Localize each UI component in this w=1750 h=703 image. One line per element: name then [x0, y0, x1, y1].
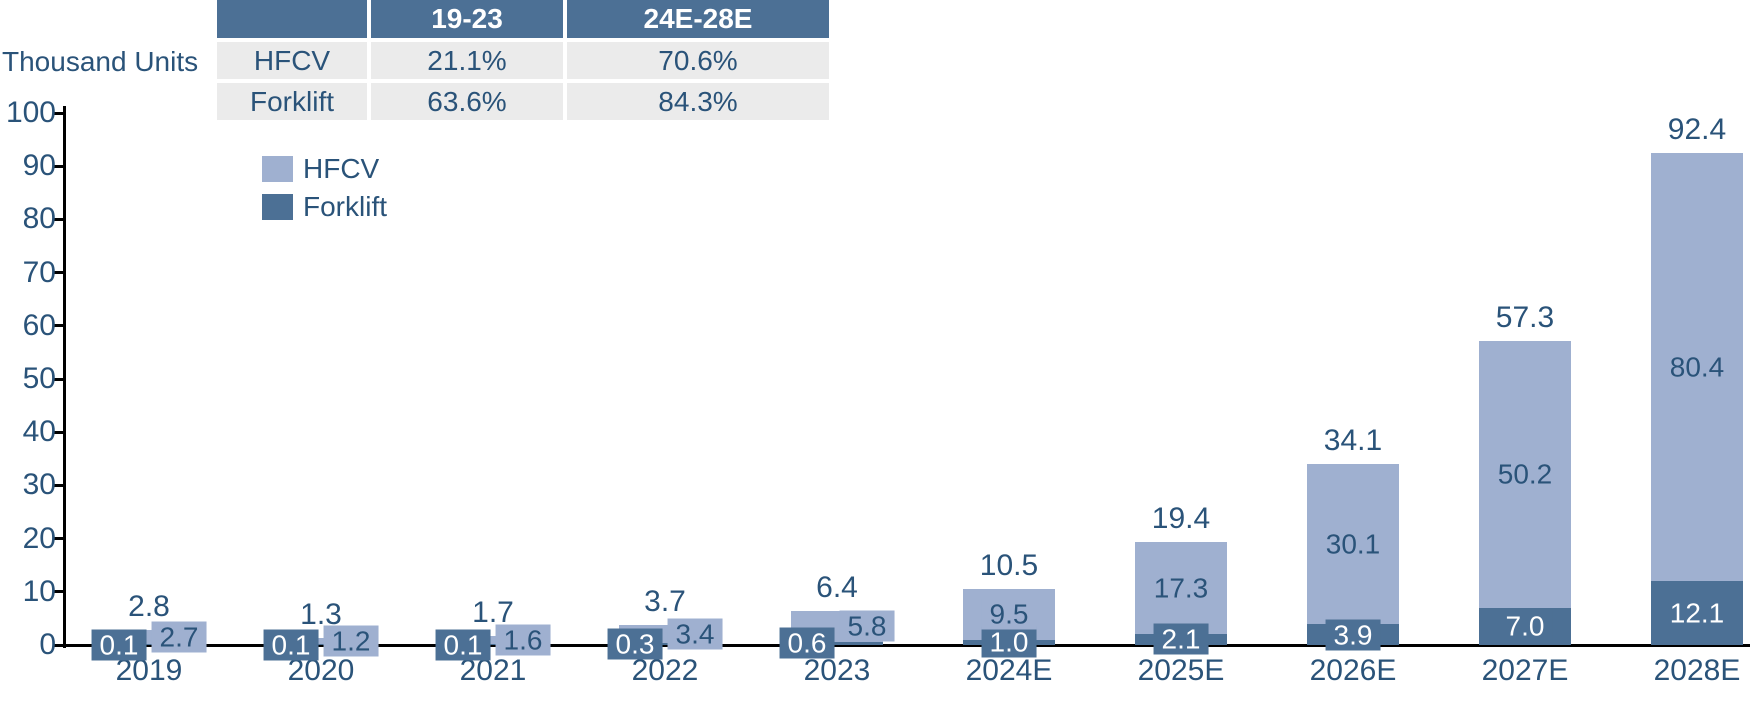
- legend-item-forklift: Forklift: [262, 188, 387, 226]
- bar-segment-forklift-2022: [619, 643, 711, 645]
- cagr-row-hfcv-label: HFCV: [217, 42, 367, 79]
- y-tick-label: 20: [22, 521, 56, 555]
- bar-segment-hfcv-2021: [447, 635, 539, 645]
- value-label-forklift-2022: 0.3: [607, 628, 663, 660]
- y-tick-label: 40: [22, 415, 56, 449]
- value-label-hfcv-2020: 1.2: [323, 625, 379, 657]
- total-label-2020: 1.3: [300, 598, 342, 632]
- y-tick-mark: [54, 537, 65, 541]
- cagr-row-hfcv-19-23: 21.1%: [371, 42, 563, 79]
- x-axis-line: [63, 644, 1750, 647]
- bar-segment-forklift-2021: [447, 644, 539, 645]
- y-tick-mark: [54, 483, 65, 487]
- value-label-forklift-2020: 0.1: [263, 629, 319, 661]
- x-axis-label-2025E: 2025E: [1137, 654, 1225, 687]
- value-label-hfcv-2026E: 30.1: [1317, 528, 1389, 560]
- x-axis-label-2024E: 2024E: [965, 654, 1053, 687]
- y-tick-label: 80: [22, 202, 56, 236]
- cagr-row-forklift-label: Forklift: [217, 83, 367, 120]
- value-label-forklift-2028E: 12.1: [1661, 597, 1733, 629]
- cagr-header-blank: [217, 0, 367, 38]
- legend-item-hfcv: HFCV: [262, 150, 387, 188]
- y-tick-label: 70: [22, 255, 56, 289]
- y-tick-mark: [54, 217, 65, 221]
- value-label-hfcv-2025E: 17.3: [1145, 572, 1217, 604]
- value-label-forklift-2027E: 7.0: [1497, 610, 1553, 642]
- y-tick-label: 60: [22, 308, 56, 342]
- forklift-swatch-icon: [262, 194, 293, 220]
- chart-legend: HFCV Forklift: [262, 150, 387, 226]
- x-axis-label-2027E: 2027E: [1481, 654, 1569, 687]
- value-label-hfcv-2023: 5.8: [839, 610, 895, 642]
- y-axis-title: Thousand Units: [2, 46, 199, 77]
- y-tick-mark: [54, 377, 65, 381]
- y-tick-mark: [54, 643, 65, 647]
- value-label-hfcv-2019: 2.7: [151, 621, 207, 653]
- cagr-row-forklift-24e-28e: 84.3%: [567, 83, 829, 120]
- y-tick-label: 30: [22, 468, 56, 502]
- cagr-row-forklift-19-23: 63.6%: [371, 83, 563, 120]
- y-tick-mark: [54, 271, 65, 275]
- y-tick-mark: [54, 164, 65, 168]
- y-tick-label: 90: [22, 149, 56, 183]
- total-label-2022: 3.7: [644, 585, 686, 619]
- hfcv-swatch-icon: [262, 156, 293, 182]
- cagr-table: 19-23 24E-28E HFCV 21.1% 70.6% Forklift …: [217, 0, 829, 120]
- value-label-hfcv-2028E: 80.4: [1661, 351, 1733, 383]
- value-label-forklift-2019: 0.1: [91, 629, 147, 661]
- total-label-2026E: 34.1: [1323, 424, 1383, 458]
- value-label-forklift-2025E: 2.1: [1153, 623, 1209, 655]
- total-label-2027E: 57.3: [1495, 300, 1555, 334]
- total-label-2021: 1.7: [472, 595, 514, 629]
- value-label-hfcv-2027E: 50.2: [1489, 458, 1561, 490]
- bar-segment-forklift-2020: [275, 644, 367, 645]
- value-label-forklift-2026E: 3.9: [1325, 619, 1381, 651]
- value-label-forklift-2021: 0.1: [435, 629, 491, 661]
- value-label-hfcv-2021: 1.6: [495, 624, 551, 656]
- total-label-2024E: 10.5: [979, 549, 1039, 583]
- x-axis-label-2023: 2023: [803, 654, 871, 687]
- cagr-header-24e-28e: 24E-28E: [567, 0, 829, 38]
- y-tick-mark: [54, 590, 65, 594]
- total-label-2023: 6.4: [816, 570, 858, 604]
- y-axis-line: [63, 106, 66, 648]
- value-label-forklift-2023: 0.6: [779, 627, 835, 659]
- y-tick-label: 0: [39, 628, 56, 661]
- legend-label-forklift: Forklift: [303, 191, 387, 222]
- y-tick-label: 100: [5, 96, 56, 129]
- bar-segment-forklift-2019: [103, 644, 195, 645]
- x-axis-label-2026E: 2026E: [1309, 654, 1397, 687]
- cagr-row-hfcv-24e-28e: 70.6%: [567, 42, 829, 79]
- y-tick-mark: [54, 430, 65, 434]
- bar-segment-hfcv-2020: [275, 638, 367, 645]
- x-axis-label-2028E: 2028E: [1653, 654, 1741, 687]
- y-tick-mark: [54, 111, 65, 115]
- bar-segment-forklift-2023: [791, 641, 883, 645]
- cagr-header-19-23: 19-23: [371, 0, 563, 38]
- y-tick-mark: [54, 324, 65, 328]
- value-label-hfcv-2022: 3.4: [667, 618, 723, 650]
- value-label-hfcv-2024E: 9.5: [981, 598, 1037, 630]
- y-tick-label: 10: [22, 574, 56, 608]
- total-label-2028E: 92.4: [1667, 112, 1727, 146]
- total-label-2019: 2.8: [128, 590, 170, 624]
- total-label-2025E: 19.4: [1151, 501, 1211, 535]
- legend-label-hfcv: HFCV: [303, 153, 380, 184]
- y-tick-label: 50: [22, 362, 56, 395]
- value-label-forklift-2024E: 1.0: [981, 626, 1037, 658]
